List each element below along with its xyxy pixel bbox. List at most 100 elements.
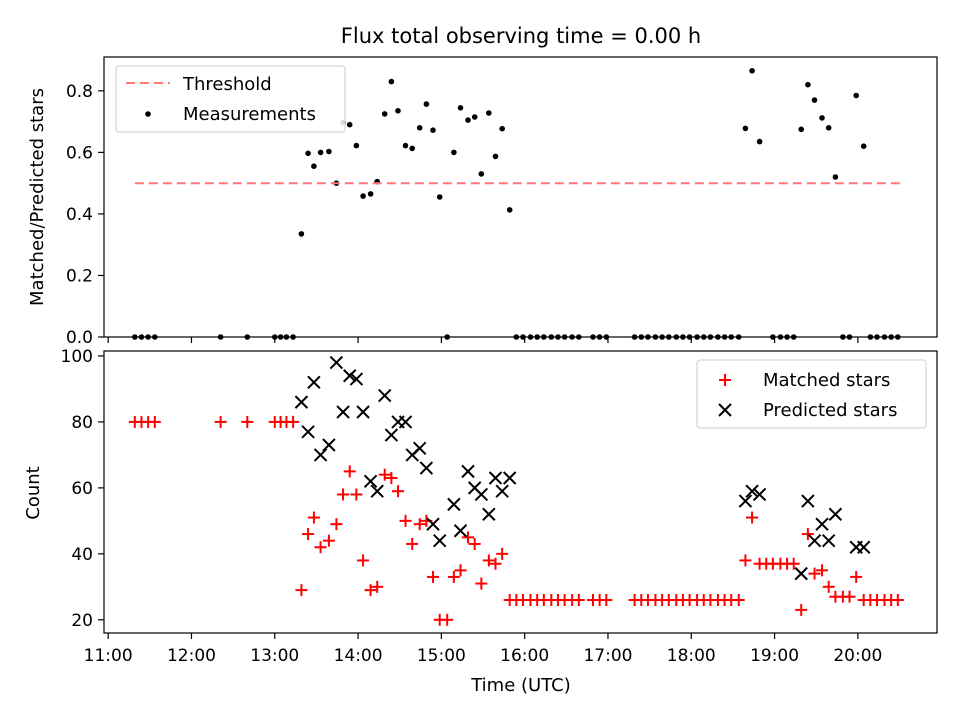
measurement-point <box>486 110 492 116</box>
matched-star-point <box>148 415 161 428</box>
bottom-y-tick-label: 40 <box>71 545 93 565</box>
matched-star-point <box>330 518 343 531</box>
top-y-tick-label: 0.2 <box>66 266 93 286</box>
measurement-point <box>825 125 832 131</box>
measurement-point <box>742 125 749 132</box>
predicted-star-point <box>738 494 753 508</box>
matched-star-point <box>468 537 481 550</box>
predicted-star-point <box>336 405 350 419</box>
measurement-point <box>805 81 811 88</box>
predicted-star-point <box>807 533 822 548</box>
bottom-legend-box <box>696 359 927 429</box>
predicted-star-point <box>495 484 509 498</box>
matched-star-point <box>787 557 800 570</box>
matched-star-point <box>307 511 320 524</box>
measurement-point <box>311 163 317 169</box>
matched-star-point <box>482 554 495 567</box>
matched-star-point <box>496 547 509 560</box>
predicted-star-point <box>828 507 843 521</box>
matched-star-point <box>364 584 377 597</box>
ratio-panel: 0.00.20.40.60.8 Matched/Predicted stars … <box>27 56 938 348</box>
measurement-point <box>430 127 436 133</box>
measurement-point <box>423 101 430 107</box>
bottom-y-axis: 20 40 60 80 100 <box>61 347 104 631</box>
matched-star-point <box>287 415 300 428</box>
bottom-x-tick-label: 12:00 <box>167 646 216 666</box>
legend-matched-swatch <box>719 374 731 386</box>
predicted-star-point <box>794 566 808 581</box>
measurement-point <box>346 121 353 128</box>
matched-star-point <box>302 528 315 541</box>
predicted-star-point <box>313 448 328 462</box>
legend-predicted-swatch <box>718 403 732 417</box>
matched-star-point <box>816 564 829 577</box>
measurement-point <box>353 142 360 149</box>
predicted-star-point <box>322 438 336 452</box>
matched-star-point <box>343 465 356 478</box>
predicted-star-point <box>432 533 447 548</box>
bottom-x-axis: 11:00 12:00 13:00 14:00 15:00 16:00 17:00 18:00… <box>84 633 882 666</box>
top-legend-box <box>115 65 346 133</box>
measurement-point <box>395 108 401 114</box>
matched-star-point <box>399 514 412 527</box>
count-panel: 20 40 60 80 100 11:00 12:00 13:00 14:00 15:00 16:… <box>23 347 938 696</box>
matched-star-point <box>378 468 391 481</box>
predicted-star-point <box>426 517 440 531</box>
measurement-point <box>853 92 859 99</box>
predicted-star-point <box>363 474 378 488</box>
predicted-star-point <box>745 484 759 498</box>
measurement-point <box>305 150 311 157</box>
predicted-star-point <box>815 517 829 531</box>
bottom-x-tick-label: 11:00 <box>84 646 133 666</box>
bottom-y-tick-label: 60 <box>71 479 93 499</box>
top-y-tick-label: 0.0 <box>66 328 93 348</box>
predicted-star-point <box>294 395 309 409</box>
bottom-x-tick-label: 20:00 <box>833 646 882 666</box>
legend-threshold-label: Threshold <box>182 74 272 95</box>
measurement-point <box>832 174 839 180</box>
figure-title: Flux total observing time = 0.00 h <box>341 24 701 48</box>
matched-star-point <box>441 613 454 626</box>
measurement-point <box>756 138 763 145</box>
measurement-point <box>798 126 804 133</box>
matched-star-point <box>475 577 488 590</box>
bottom-x-tick-label: 16:00 <box>500 646 549 666</box>
measurement-point <box>416 125 423 131</box>
bottom-y-tick-label: 100 <box>61 347 93 367</box>
predicted-star-point <box>329 355 344 370</box>
matched-star-point <box>214 415 227 428</box>
top-x-ticks <box>107 337 859 343</box>
matched-star-point <box>850 570 863 583</box>
legend-predicted-label: Predicted stars <box>763 400 897 421</box>
top-y-axis-label: Matched/Predicted stars <box>27 88 48 306</box>
measurement-point <box>457 105 464 111</box>
matched-star-point <box>739 554 752 567</box>
matched-star-point <box>600 594 613 607</box>
bottom-plot-frame <box>103 350 938 634</box>
matched-star-point <box>746 511 759 524</box>
matched-star-point <box>447 570 460 583</box>
matched-stars-points <box>128 415 904 626</box>
predicted-star-point <box>453 524 468 538</box>
predicted-star-point <box>822 533 836 548</box>
measurement-point <box>317 149 324 156</box>
predicted-star-point <box>301 425 315 439</box>
legend-matched-label: Matched stars <box>763 370 890 391</box>
bottom-x-tick-label: 13:00 <box>250 646 299 666</box>
measurement-point <box>388 78 395 85</box>
x-axis-label: Time (UTC) <box>470 675 571 696</box>
bottom-y-tick-label: 20 <box>71 611 93 631</box>
predicted-star-point <box>378 388 392 403</box>
measurement-point <box>436 194 443 200</box>
bottom-x-tick-label: 18:00 <box>667 646 716 666</box>
matched-star-point <box>454 564 467 577</box>
measurement-point <box>499 125 506 132</box>
bottom-y-tick-label: 80 <box>71 413 93 433</box>
matched-star-point <box>406 537 419 550</box>
matched-star-point <box>350 488 363 501</box>
matched-star-point <box>371 580 384 593</box>
measurement-point <box>819 115 825 121</box>
measurement-point <box>811 97 818 103</box>
bottom-x-tick-label: 14:00 <box>334 646 383 666</box>
